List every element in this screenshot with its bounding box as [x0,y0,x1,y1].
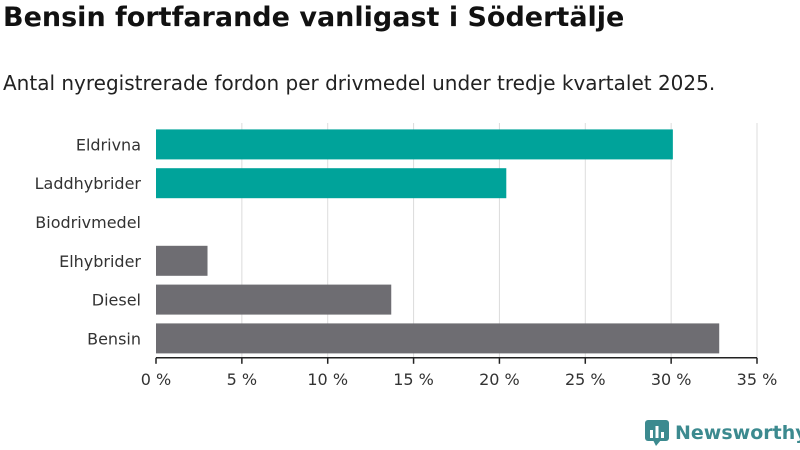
category-label-diesel: Diesel [92,291,141,310]
newsworthy-logo-icon [645,420,669,446]
x-tick-label-20: 20 % [479,370,520,389]
category-label-elhybrider: Elhybrider [59,252,141,271]
bar-eldrivna [156,129,673,160]
x-tick-label-15: 15 % [393,370,434,389]
category-label-biodrivmedel: Biodrivmedel [35,213,141,232]
bar-diesel [156,284,392,315]
x-tick-label-35: 35 % [737,370,778,389]
newsworthy-logo-text: Newsworthy [675,422,800,444]
category-label-laddhybrider: Laddhybrider [35,174,142,193]
chart-title: Bensin fortfarande vanligast i Södertälj… [3,2,625,33]
category-label-bensin: Bensin [87,329,141,348]
x-tick-label-5: 5 % [227,370,257,389]
chart-subtitle: Antal nyregistrerade fordon per drivmede… [3,71,716,95]
bar-bensin [156,323,720,354]
x-tick-label-0: 0 % [141,370,171,389]
category-label-eldrivna: Eldrivna [76,135,141,154]
bar-laddhybrider [156,168,507,199]
newsworthy-logo: Newsworthy [645,420,800,446]
x-tick-label-10: 10 % [307,370,348,389]
x-tick-label-30: 30 % [651,370,692,389]
x-tick-label-25: 25 % [565,370,606,389]
bar-elhybrider [156,245,208,276]
